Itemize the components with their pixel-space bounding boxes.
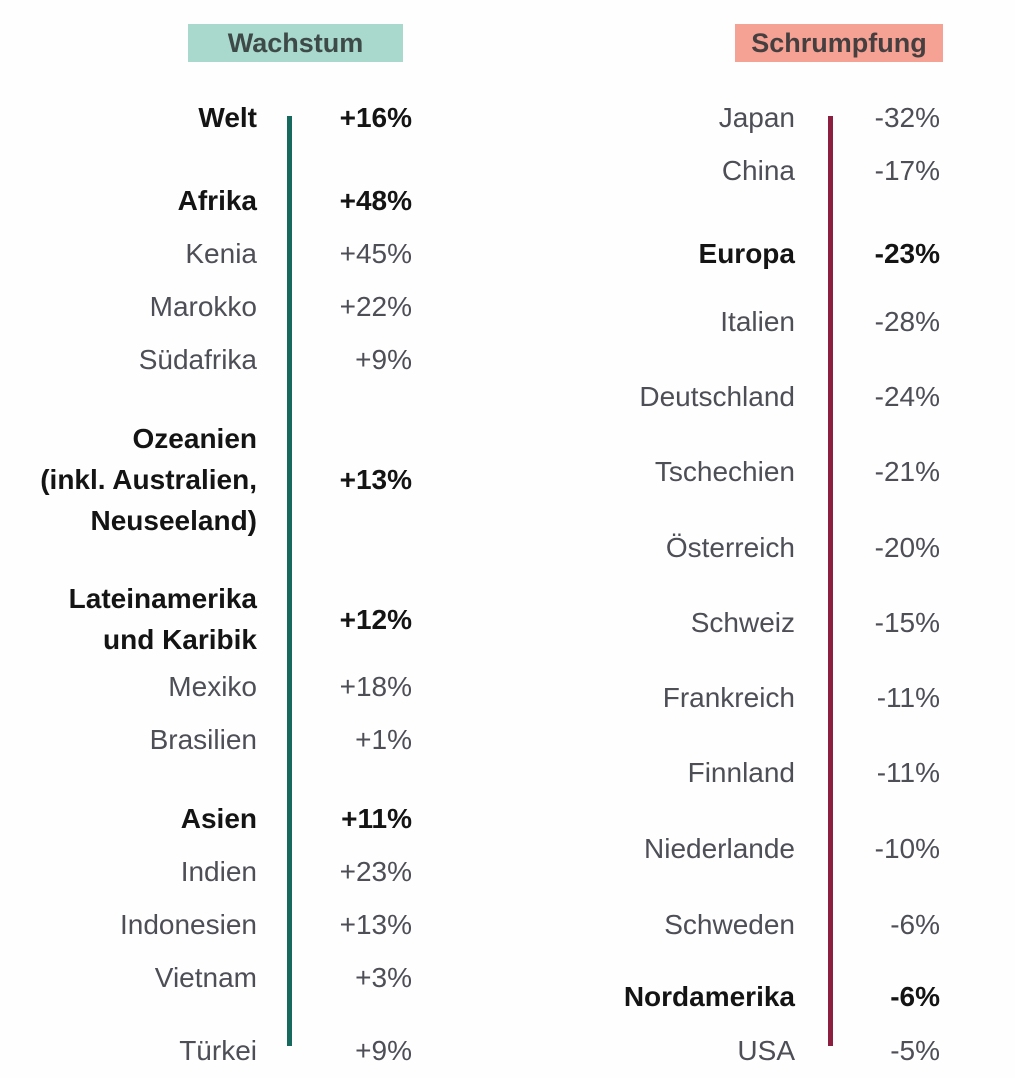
row-label: Indonesien — [119, 909, 257, 940]
row-label: Niederlande — [644, 833, 795, 864]
row-value: +9% — [355, 1035, 412, 1066]
row-label: Österreich — [665, 532, 795, 563]
row-value: -21% — [874, 456, 940, 487]
table-row: Brasilien +1% — [0, 713, 412, 766]
row-label: Lateinamerika und Karibik — [68, 583, 257, 655]
table-row: Mexiko +18% — [0, 660, 412, 713]
growth-column-header: Wachstum — [188, 24, 403, 62]
row-label: Japan — [718, 102, 795, 133]
row-value: -24% — [874, 381, 940, 412]
row-value: -6% — [890, 981, 940, 1012]
row-value: -11% — [876, 757, 940, 788]
row-label: Türkei — [179, 1035, 257, 1066]
row-value: -28% — [874, 306, 940, 337]
table-row: China -17% — [530, 144, 940, 197]
row-value: +13% — [339, 909, 412, 940]
table-row: Japan -32% — [530, 91, 940, 144]
row-value: +9% — [355, 344, 412, 375]
table-row: Ozeanien (inkl. Australien, Neuseeland) +13… — [0, 418, 412, 541]
row-label: Europa — [698, 238, 795, 269]
row-value: +11% — [341, 803, 412, 834]
row-value: +18% — [339, 671, 412, 702]
row-label: Vietnam — [154, 962, 257, 993]
row-value: -11% — [876, 682, 940, 713]
table-row: Asien +11% — [0, 792, 412, 845]
row-value: +45% — [339, 238, 412, 269]
row-label: Marokko — [149, 291, 257, 322]
row-label: Finnland — [687, 757, 795, 788]
row-label: Frankreich — [662, 682, 795, 713]
row-label: Nordamerika — [623, 981, 795, 1012]
table-row: Indien +23% — [0, 845, 412, 898]
table-row: Italien -28% — [530, 295, 940, 348]
table-row: Niederlande -10% — [530, 822, 940, 875]
row-label: Indien — [180, 856, 257, 887]
shrink-vertical-line — [828, 116, 833, 1046]
growth-column: Welt +16% Afrika +48% Kenia +45% Marokko +22% Sü… — [0, 91, 412, 1077]
row-label: China — [721, 155, 795, 186]
row-value: +23% — [339, 856, 412, 887]
row-label: Asien — [180, 803, 257, 834]
row-label: USA — [737, 1035, 795, 1066]
table-row: Türkei +9% — [0, 1024, 412, 1077]
row-label: Kenia — [185, 238, 257, 269]
row-value: +1% — [355, 724, 412, 755]
row-value: +12% — [339, 603, 412, 635]
growth-vertical-line — [287, 116, 292, 1046]
table-row: Lateinamerika und Karibik +12% — [0, 578, 412, 660]
table-row: Kenia +45% — [0, 227, 412, 280]
row-value: -10% — [874, 833, 940, 864]
row-value: -5% — [890, 1035, 940, 1066]
row-value: +48% — [339, 185, 412, 216]
table-row: Indonesien +13% — [0, 898, 412, 951]
table-row: Österreich -20% — [530, 521, 940, 574]
row-value: -23% — [874, 238, 940, 269]
row-value: -15% — [874, 607, 940, 638]
table-row: Marokko +22% — [0, 280, 412, 333]
row-label: Schweden — [664, 909, 795, 940]
table-row: Europa -23% — [530, 227, 940, 280]
row-label: Tschechien — [654, 456, 795, 487]
row-value: +3% — [355, 962, 412, 993]
table-row: Schweden -6% — [530, 898, 940, 951]
row-label: Deutschland — [639, 381, 795, 412]
row-value: +22% — [339, 291, 412, 322]
table-row: Frankreich -11% — [530, 671, 940, 724]
row-label: Afrika — [177, 185, 257, 216]
row-label: Südafrika — [138, 344, 257, 375]
table-row: Afrika +48% — [0, 174, 412, 227]
table-row: Nordamerika -6% — [530, 970, 940, 1023]
row-value: +13% — [339, 464, 412, 495]
table-row: Schweiz -15% — [530, 596, 940, 649]
table-row: Welt +16% — [0, 91, 412, 144]
row-label: Welt — [198, 102, 257, 133]
row-value: -17% — [874, 155, 940, 186]
row-label: Brasilien — [149, 724, 257, 755]
table-row: Vietnam +3% — [0, 951, 412, 1004]
table-row: Finnland -11% — [530, 746, 940, 799]
table-row: Deutschland -24% — [530, 370, 940, 423]
row-value: +16% — [339, 102, 412, 133]
row-value: -6% — [890, 909, 940, 940]
shrink-column: Japan -32% China -17% Europa -23% Italien -28% D… — [530, 91, 940, 1077]
row-value: -32% — [874, 102, 940, 133]
row-value: -20% — [874, 532, 940, 563]
table-row: Südafrika +9% — [0, 333, 412, 386]
table-row: Tschechien -21% — [530, 445, 940, 498]
row-label: Schweiz — [690, 607, 795, 638]
row-label: Mexiko — [168, 671, 257, 702]
shrink-column-header: Schrumpfung — [735, 24, 943, 62]
row-label: Italien — [720, 306, 795, 337]
table-row: USA -5% — [530, 1024, 940, 1077]
row-label: Ozeanien (inkl. Australien, Neuseeland) — [40, 423, 257, 536]
